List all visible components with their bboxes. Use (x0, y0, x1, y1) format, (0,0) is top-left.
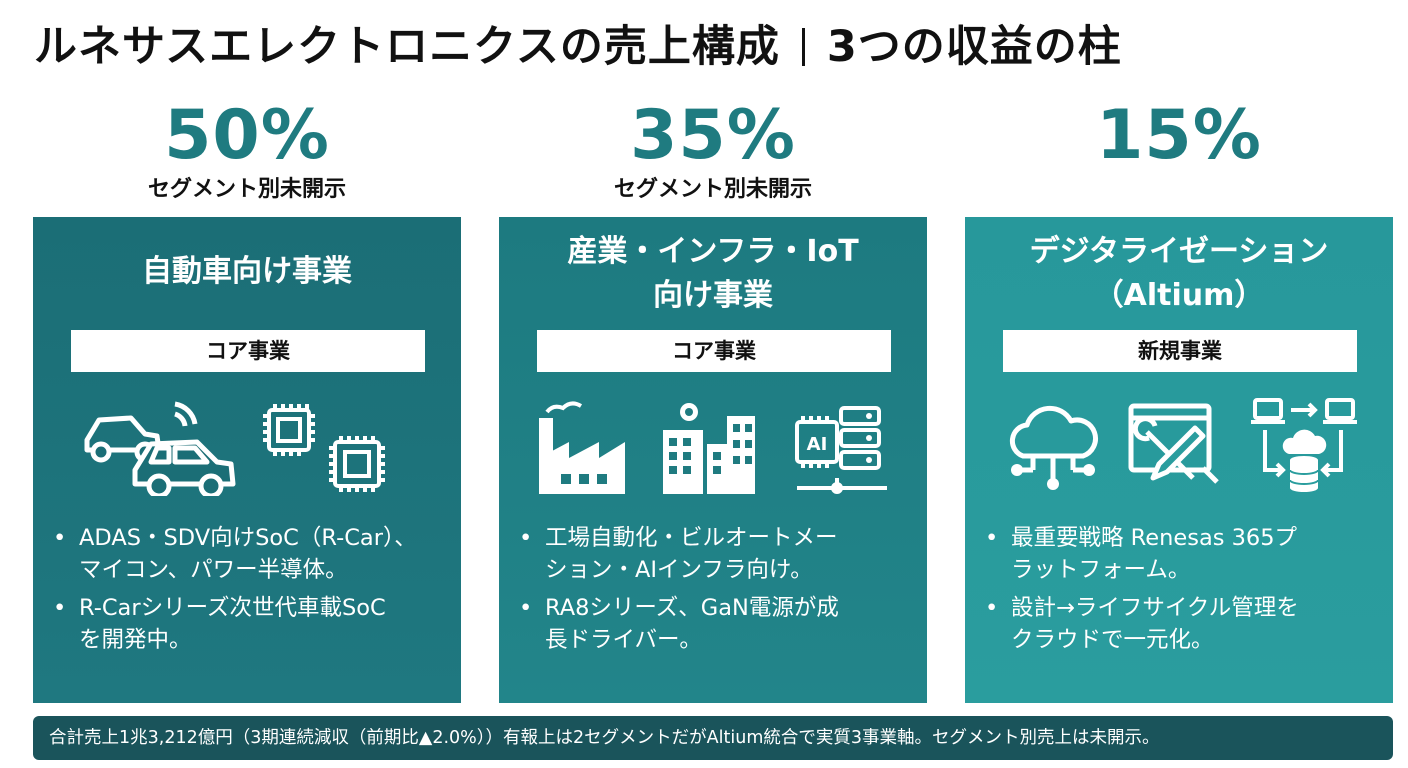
segment-title-line1: 産業・インフラ・IoT (567, 234, 859, 269)
segment-title-line2: （Altium） (1093, 278, 1265, 313)
page-title-sub: 3つの収益の柱 (826, 22, 1122, 72)
segment-icons: AI (499, 392, 927, 502)
segment-badge: 新規事業 (1003, 330, 1357, 372)
ai-server-icon: AI (795, 406, 887, 494)
page-title: ルネサスエレクトロニクスの売上構成 3つの収益の柱 (34, 12, 1122, 74)
segment-column-industrial: 35% セグメント別未開示 産業・インフラ・IoT 向け事業 コア事業 (499, 96, 927, 703)
segment-percent-note: セグメント別未開示 (613, 177, 812, 202)
segment-card: 自動車向け事業 コア事業 (33, 217, 461, 703)
smart-building-icon (663, 403, 755, 494)
connected-car-icon (84, 401, 236, 496)
segment-card: 産業・インフラ・IoT 向け事業 コア事業 (499, 217, 927, 703)
segment-column-digitalization: 15% デジタライゼーション （Altium） 新規事業 (965, 96, 1393, 703)
page-title-main: ルネサスエレクトロニクスの売上構成 (34, 22, 780, 72)
svg-text:AI: AI (807, 434, 828, 455)
segment-percent: 50% (164, 96, 330, 175)
segment-card: デジタライゼーション （Altium） 新規事業 (965, 217, 1393, 703)
segment-badge: コア事業 (71, 330, 425, 372)
segment-percent-note (965, 176, 1393, 206)
segment-percent-note: セグメント別未開示 (147, 177, 346, 202)
segment-badge: コア事業 (537, 330, 891, 372)
segment-icons (965, 392, 1393, 502)
microchip-icon (263, 404, 385, 492)
factory-icon (539, 401, 625, 494)
bullet-item: ADAS・SDV向けSoC（R-Car）、マイコン、パワー半導体。 (47, 522, 447, 586)
design-tools-icon (1128, 403, 1219, 484)
segment-title: 自動車向け事業 (142, 254, 352, 289)
segment-title-line2: 向け事業 (653, 278, 773, 313)
segment-bullets: ADAS・SDV向けSoC（R-Car）、マイコン、パワー半導体。 R-Carシ… (47, 522, 447, 662)
segment-percent: 15% (1096, 96, 1262, 175)
segment-percent: 35% (630, 96, 796, 175)
cloud-sync-icon (1251, 398, 1357, 492)
cloud-network-icon (1009, 405, 1098, 490)
title-divider (801, 28, 805, 66)
segment-column-automotive: 50% セグメント別未開示 自動車向け事業 コア事業 (33, 96, 461, 703)
summary-footer: 合計売上1兆3,212億円（3期連続減収（前期比▲2.0%））有報上は2セグメン… (33, 716, 1393, 760)
segment-title-line1: デジタライゼーション (1029, 234, 1329, 269)
segment-icons (33, 392, 461, 502)
